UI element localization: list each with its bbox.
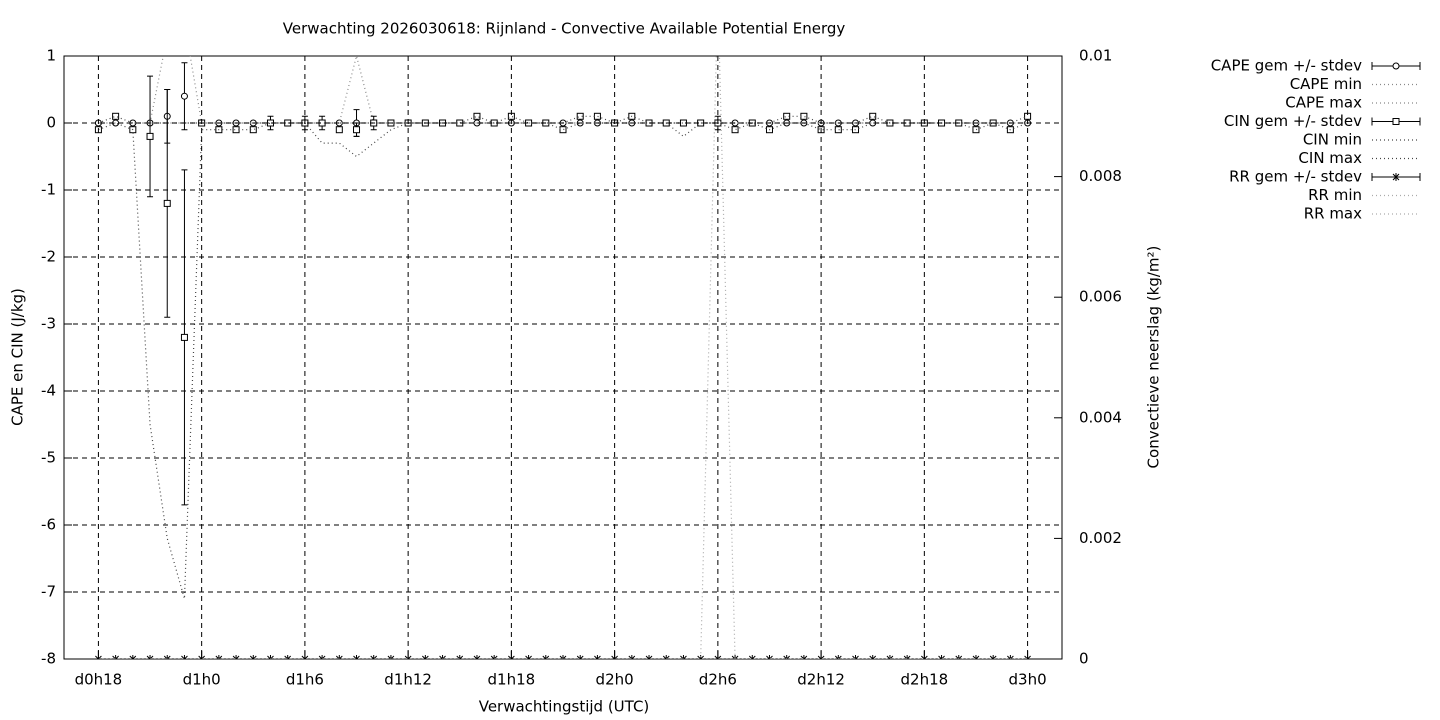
x-tick-label: d0h18	[75, 671, 123, 689]
y-axis-label: CAPE en CIN (J/kg)	[9, 288, 27, 426]
cin-marker	[869, 112, 877, 120]
y-tick-label: -8	[41, 650, 56, 668]
legend-label: CAPE gem +/- stdev	[1211, 57, 1362, 75]
y-tick-label: -4	[41, 382, 56, 400]
rr-marker	[472, 655, 481, 659]
x-tick-label: d2h18	[901, 671, 949, 689]
rr-marker	[696, 655, 705, 659]
rr-marker	[679, 655, 688, 659]
plot-frame	[63, 55, 1063, 660]
legend-marker	[1392, 118, 1400, 125]
range-line	[98, 56, 1028, 659]
y-tick-label: -2	[41, 248, 56, 266]
cin-marker	[593, 112, 601, 120]
x-tick-label: d2h12	[797, 671, 845, 689]
y-tick-label: -7	[41, 583, 56, 601]
x-tick-label: d1h12	[384, 671, 432, 689]
range-line	[98, 56, 1028, 124]
y-tick-label: -3	[41, 315, 56, 333]
legend-label: RR gem +/- stdev	[1229, 168, 1362, 186]
y-tick-label: -1	[41, 181, 56, 199]
legend-label: RR min	[1308, 186, 1362, 204]
plot-area	[94, 56, 1032, 659]
legend-label: CAPE max	[1285, 94, 1362, 112]
cin-marker	[112, 112, 120, 120]
rr-marker	[662, 655, 671, 659]
y-tick-label: 1	[46, 47, 56, 65]
rr-marker	[645, 655, 654, 659]
x-tick-label: d1h0	[183, 671, 221, 689]
cin-marker	[473, 112, 481, 120]
y2-tick-label: 0.002	[1079, 529, 1122, 547]
y2-tick-label: 0.008	[1079, 167, 1122, 185]
y2-tick-label: 0.004	[1079, 408, 1122, 426]
legend-label: CAPE min	[1290, 75, 1362, 93]
legend-label: CIN max	[1298, 149, 1362, 167]
x-tick-label: d3h0	[1009, 671, 1047, 689]
x-tick-label: d2h6	[699, 671, 737, 689]
cin-marker	[232, 126, 240, 134]
legend-marker	[1392, 62, 1400, 70]
cin-marker	[335, 126, 343, 134]
y-tick-label: -5	[41, 449, 56, 467]
chart-title: Verwachting 2026030618: Rijnland - Conve…	[283, 20, 846, 38]
cin-marker	[731, 126, 739, 134]
x-tick-label: d2h0	[596, 671, 634, 689]
y2-axis-label: Convectieve neerslag (kg/m²)	[1145, 246, 1163, 469]
legend-label: CIN min	[1303, 131, 1362, 149]
cin-marker	[559, 126, 567, 134]
x-tick-label: d1h18	[488, 671, 536, 689]
cin-marker	[353, 126, 361, 134]
rr-marker	[128, 655, 137, 659]
y2-tick-label: 0.006	[1079, 288, 1122, 306]
cin-marker	[834, 126, 842, 134]
legend-marker	[1392, 173, 1400, 181]
x-axis-label: Verwachtingstijd (UTC)	[479, 698, 650, 716]
range-line	[98, 122, 1028, 599]
cin-marker	[800, 112, 808, 120]
cin-marker	[180, 333, 188, 341]
cin-marker	[783, 112, 791, 120]
cin-marker	[576, 112, 584, 120]
cin-marker	[163, 199, 171, 207]
cin-marker	[146, 132, 154, 140]
cin-marker	[972, 126, 980, 134]
cape-marker	[180, 92, 188, 100]
y-tick-label: -6	[41, 516, 56, 534]
y2-tick-label: 0	[1079, 650, 1089, 668]
x-tick-label: d1h6	[286, 671, 324, 689]
y2-tick-label: 0.01	[1079, 47, 1112, 65]
legend-label: RR max	[1304, 205, 1362, 223]
y-tick-label: 0	[46, 114, 56, 132]
legend-label: CIN gem +/- stdev	[1224, 112, 1362, 130]
